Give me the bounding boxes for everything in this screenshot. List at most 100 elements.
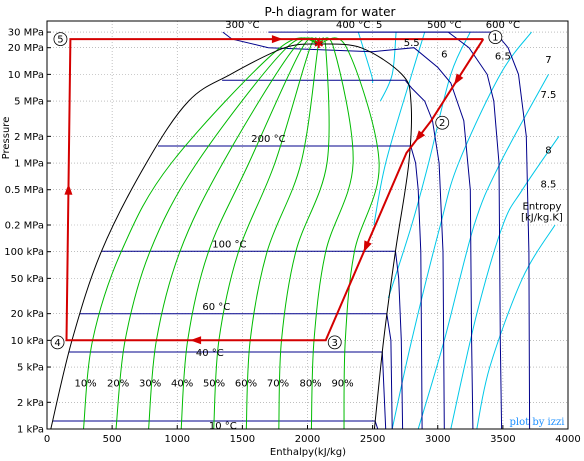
state-marker-circle — [53, 32, 68, 46]
saturation-dome-layer — [50, 43, 412, 430]
state-marker-label: 1 — [492, 33, 498, 44]
credit-text: plot by izzi — [510, 417, 565, 428]
y-tick-label: 100 kPa — [4, 247, 44, 258]
isotherm-label: 500 °C — [427, 20, 461, 31]
isotherm-label: 200 °C — [251, 134, 285, 145]
x-tick-label: 4000 — [555, 434, 580, 445]
isotherm-label: 100 °C — [212, 239, 246, 250]
isentrope-line — [373, 31, 426, 226]
y-tick-label: 10 kPa — [11, 336, 44, 347]
critical-point-marker: ✱ — [314, 37, 324, 51]
y-tick-label: 2 kPa — [17, 398, 44, 409]
quality-label: 40% — [171, 379, 193, 390]
isentrope-line — [387, 31, 471, 299]
quality-line — [310, 37, 354, 429]
isotherm-label: 40 °C — [196, 348, 224, 359]
state-marker-circle — [488, 30, 503, 44]
y-tick-label: 0.2 MPa — [5, 221, 44, 232]
isentrope-label: 8 — [545, 145, 551, 156]
axes-layer: 0 500 1000 1500 2000 2500 3000 3500 4000 1 kPa 2 k… — [4, 20, 581, 445]
quality-line — [148, 37, 319, 429]
y-tick-label: 5 MPa — [14, 97, 44, 108]
isentrope-label: 7 — [545, 55, 551, 66]
isotherm-label: 10 °C — [209, 421, 237, 432]
label-layer: 10% 20% 30% 40% 50% 60% 70% 80% 90% 10 °C 40 °C 60 … — [74, 20, 562, 432]
y-tick-label: 2 MPa — [14, 132, 44, 143]
quality-line — [213, 37, 320, 429]
isotherm-line — [222, 31, 474, 429]
y-tick-label: 50 kPa — [11, 274, 44, 285]
x-tick-label: 2500 — [360, 434, 385, 445]
state-marker-circle — [327, 335, 342, 350]
y-tick-label: 10 MPa — [8, 70, 44, 81]
x-tick-label: 3000 — [425, 434, 450, 445]
chart-title: P-h diagram for water — [265, 5, 396, 19]
y-tick-label: 20 kPa — [11, 309, 44, 320]
isentrope-line — [379, 32, 397, 102]
isotherm-line — [68, 351, 387, 429]
saturated-vapor-line — [318, 43, 412, 430]
isentrope-line — [357, 31, 374, 84]
x-tick-label: 2000 — [295, 434, 320, 445]
quality-label: 30% — [139, 379, 161, 390]
y-tick-label: 1 kPa — [17, 425, 44, 436]
isentrope-layer — [357, 31, 560, 429]
isentrope-label: 5.5 — [404, 38, 420, 49]
x-tick-label: 3500 — [490, 434, 515, 445]
isentrope-line — [391, 31, 532, 429]
quality-line — [278, 37, 330, 429]
rankine-cycle-layer: ✱ 1 2 3 4 5 — [50, 30, 503, 350]
quality-line — [245, 37, 320, 429]
y-tick-label: 1 MPa — [14, 159, 44, 170]
cycle-arrow — [64, 183, 73, 195]
x-axis-label: Enthalpy(kJ/kg) — [270, 447, 346, 458]
isentrope-label: 5 — [376, 20, 382, 31]
isotherm-label: 400 °C — [336, 20, 370, 31]
isotherm-line — [307, 31, 531, 429]
entropy-legend-text: [kJ/kg.K] — [521, 212, 563, 223]
x-tick-label: 500 — [103, 434, 122, 445]
isotherm-line — [101, 250, 404, 429]
y-tick-label: 0.5 MPa — [5, 185, 44, 196]
quality-label: 80% — [299, 379, 321, 390]
isentrope-label: 6.5 — [495, 52, 511, 63]
cycle-arrow — [363, 240, 372, 253]
y-tick-label: 20 MPa — [8, 43, 44, 54]
isentrope-label: 8.5 — [541, 180, 557, 191]
isotherm-line — [79, 313, 393, 429]
isentrope-line — [476, 224, 556, 429]
quality-label: 60% — [235, 379, 257, 390]
quality-line — [180, 37, 320, 429]
state-marker-circle — [50, 335, 65, 350]
isotherm-line — [268, 31, 503, 429]
quality-label: 50% — [203, 379, 225, 390]
isotherm-line — [222, 79, 445, 429]
entropy-legend-text: Entropy — [523, 201, 562, 212]
quality-line — [115, 37, 319, 429]
cycle-path — [65, 38, 485, 342]
quality-label: 20% — [107, 379, 129, 390]
x-tick-label: 1500 — [230, 434, 255, 445]
state-marker-label: 4 — [54, 338, 60, 349]
quality-line — [83, 37, 319, 429]
x-tick-label: 0 — [44, 434, 50, 445]
y-tick-label: 5 kPa — [17, 363, 44, 374]
isentrope-line — [450, 136, 560, 429]
state-marker-label: 5 — [57, 35, 63, 46]
isotherm-layer — [52, 31, 531, 429]
state-marker-label: 2 — [439, 118, 445, 129]
quality-label: 70% — [267, 379, 289, 390]
state-marker-label: 3 — [332, 338, 338, 349]
quality-line — [318, 37, 380, 429]
isentrope-label: 6 — [441, 50, 447, 61]
isotherm-label: 600 °C — [486, 20, 520, 31]
quality-line-layer — [83, 37, 380, 429]
state-marker-circle — [435, 115, 450, 130]
y-axis-label: Pressure — [1, 117, 12, 160]
cycle-arrow — [190, 336, 202, 345]
quality-label: 10% — [74, 379, 96, 390]
quality-label: 90% — [331, 379, 353, 390]
cycle-arrow — [454, 73, 464, 85]
y-tick-label: 30 MPa — [8, 28, 44, 39]
